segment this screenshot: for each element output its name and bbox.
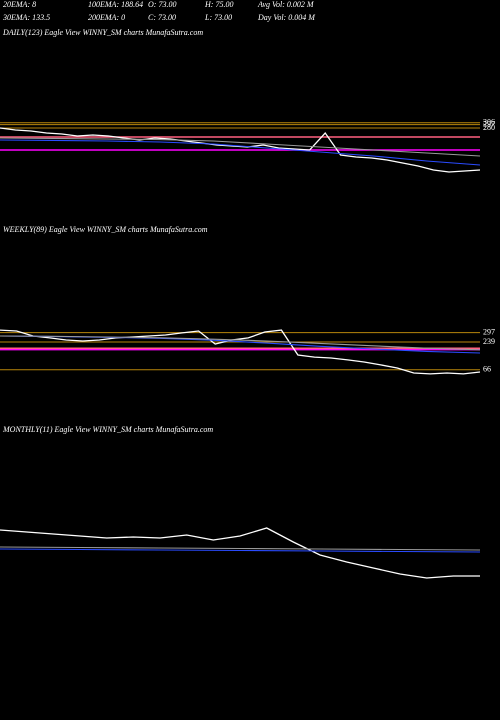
panel-title: WEEKLY(89) Eagle View WINNY_SM charts Mu…: [3, 225, 208, 234]
header-stat: C: 73.00: [148, 13, 176, 22]
header-stat: 100EMA: 188.64: [88, 0, 143, 9]
level-label: 239: [483, 337, 495, 346]
price-line: [0, 527, 480, 579]
level-label: 306: [483, 118, 495, 127]
header-stat: L: 73.00: [204, 13, 232, 22]
level-label: 280: [483, 123, 495, 132]
header-stat: 200EMA: 0: [88, 13, 125, 22]
header-stat: Avg Vol: 0.002 M: [257, 0, 315, 9]
panel-title: MONTHLY(11) Eagle View WINNY_SM charts M…: [2, 425, 213, 434]
price-line: [0, 137, 481, 157]
header-stat: O: 73.00: [148, 0, 176, 9]
price-line: [0, 548, 481, 553]
price-line: [0, 546, 481, 551]
price-line: [0, 335, 481, 351]
price-line: [0, 329, 481, 375]
header-stat: Day Vol: 0.004 M: [257, 13, 316, 22]
level-label: 297: [483, 119, 495, 128]
header-stat: 30EMA: 133.5: [2, 13, 50, 22]
level-label: 66: [483, 365, 491, 374]
header-stat: 20EMA: 8: [3, 0, 36, 9]
price-line: [0, 139, 481, 166]
level-label: 297: [483, 327, 495, 336]
header-stat: H: 75.00: [204, 0, 233, 9]
panel-title: DAILY(123) Eagle View WINNY_SM charts Mu…: [2, 28, 203, 37]
